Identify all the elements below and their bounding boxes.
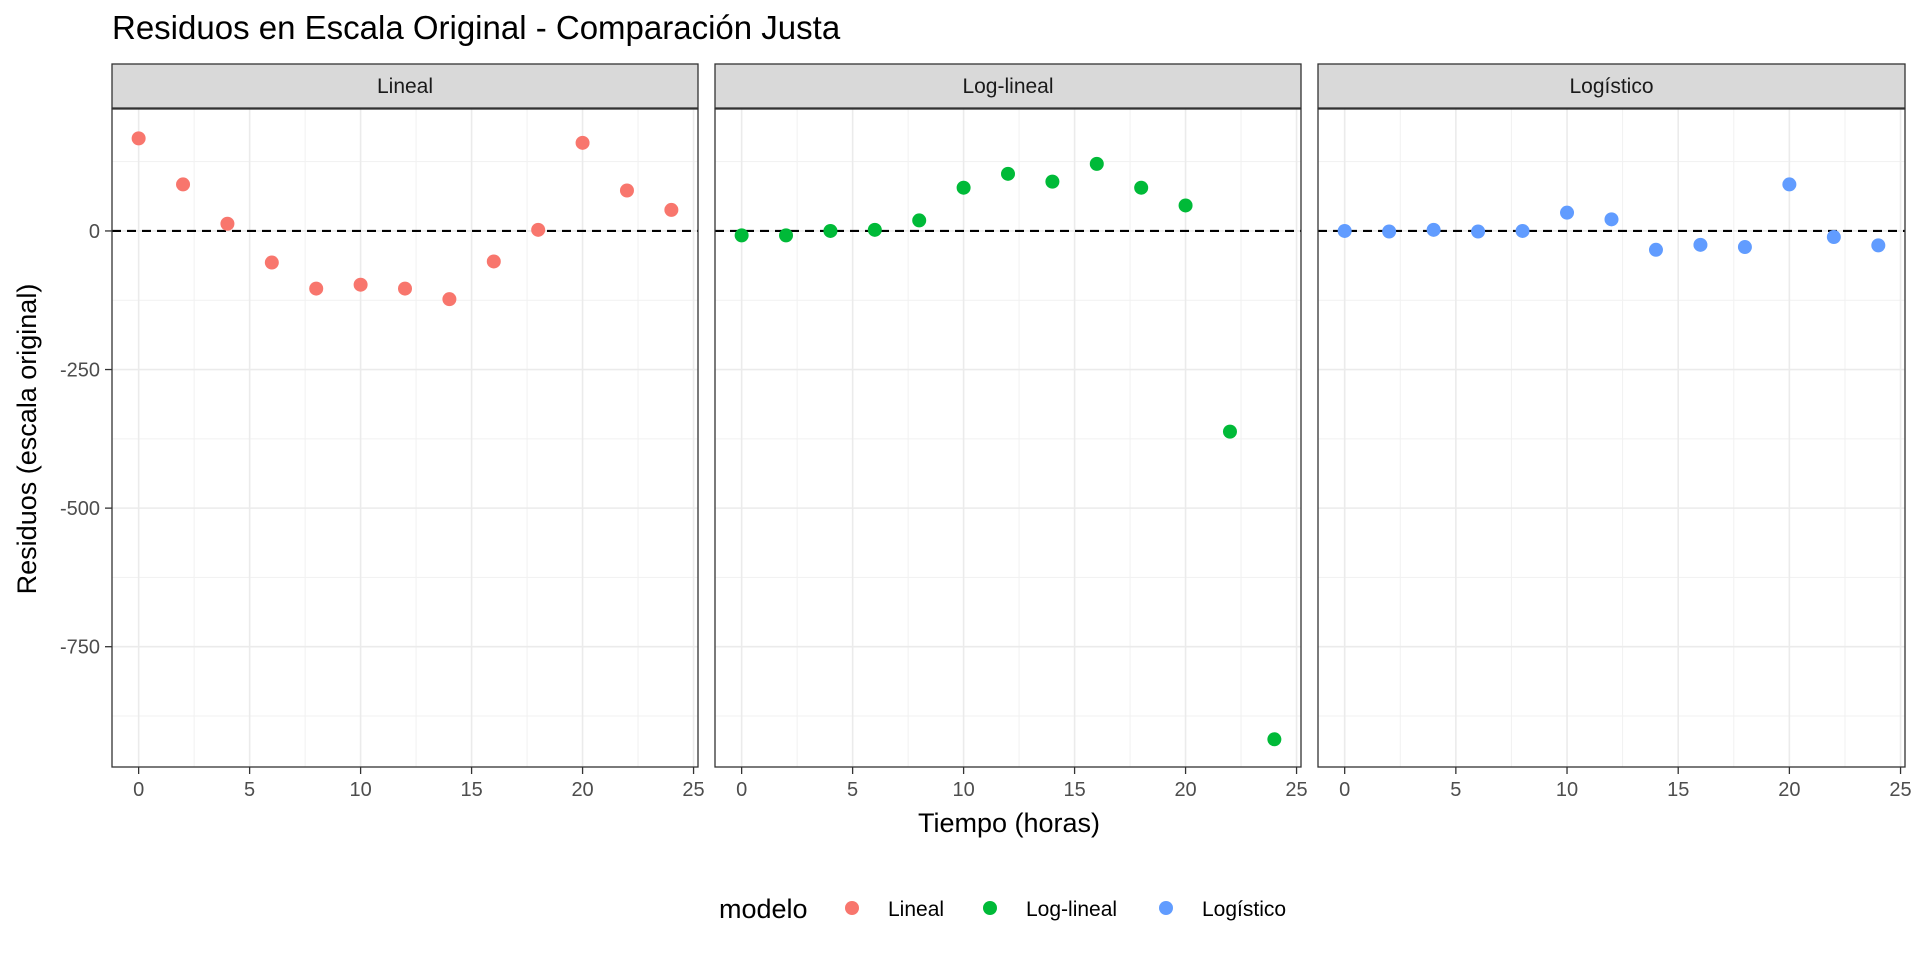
legend-title: modelo bbox=[719, 894, 808, 924]
data-point bbox=[1471, 224, 1486, 239]
x-tick-label: 20 bbox=[1778, 779, 1800, 801]
panel-background bbox=[715, 109, 1301, 767]
data-point bbox=[1045, 174, 1060, 189]
facet-panel: Log-lineal 0 5 10 15 20 25 bbox=[714, 63, 1308, 801]
panel-border bbox=[111, 108, 699, 768]
x-tick-label: 25 bbox=[682, 779, 704, 801]
facet-panel: Lineal 0 5 10 15 20 25 bbox=[111, 63, 705, 801]
data-point bbox=[1515, 223, 1530, 238]
x-tick-label: 10 bbox=[349, 779, 371, 801]
data-point bbox=[1089, 156, 1104, 171]
facet-strip bbox=[714, 63, 1302, 109]
y-axis: 0 -250 -500 -750 bbox=[60, 221, 112, 659]
panel-background bbox=[112, 109, 698, 767]
x-tick-label: 5 bbox=[1450, 779, 1461, 801]
y-tick-label: 0 bbox=[89, 221, 100, 243]
legend-label: Log-lineal bbox=[1026, 898, 1117, 921]
data-point bbox=[1782, 177, 1797, 192]
x-tick-label: 0 bbox=[736, 779, 747, 801]
chart-title: Residuos en Escala Original - Comparació… bbox=[112, 9, 841, 46]
x-tick-label: 0 bbox=[133, 779, 144, 801]
data-point bbox=[1871, 238, 1886, 253]
facet-strip bbox=[1317, 63, 1906, 109]
data-point bbox=[264, 255, 279, 270]
x-tick-label: 25 bbox=[1285, 779, 1307, 801]
y-tick-label: -250 bbox=[60, 360, 100, 382]
y-axis-title: Residuos (escala original) bbox=[12, 284, 42, 595]
data-point bbox=[531, 222, 546, 237]
data-point bbox=[1648, 242, 1663, 257]
y-tick-label: -500 bbox=[60, 498, 100, 520]
data-point bbox=[176, 177, 191, 192]
legend-item: Logístico bbox=[1159, 898, 1286, 921]
data-point bbox=[442, 292, 457, 307]
x-tick-label: 25 bbox=[1889, 779, 1911, 801]
data-point bbox=[1693, 237, 1708, 252]
data-point bbox=[486, 254, 501, 269]
data-point bbox=[575, 135, 590, 150]
x-tick-label: 20 bbox=[571, 779, 593, 801]
panel-border bbox=[714, 108, 1302, 768]
data-point bbox=[1604, 212, 1619, 227]
legend-item: Lineal bbox=[845, 898, 944, 921]
data-point bbox=[131, 131, 146, 146]
data-point bbox=[1426, 222, 1441, 237]
legend: modelo Lineal Log-lineal Logístico bbox=[719, 894, 1286, 924]
data-point bbox=[867, 222, 882, 237]
data-point bbox=[1337, 223, 1352, 238]
legend-key bbox=[1159, 901, 1173, 915]
legend-label: Lineal bbox=[888, 898, 944, 921]
data-point bbox=[1178, 198, 1193, 213]
x-tick-label: 15 bbox=[1063, 779, 1085, 801]
x-tick-label: 15 bbox=[1667, 779, 1689, 801]
x-tick-label: 10 bbox=[952, 779, 974, 801]
panel-border bbox=[1317, 108, 1906, 768]
data-point bbox=[956, 180, 971, 195]
x-tick-label: 0 bbox=[1339, 779, 1350, 801]
data-point bbox=[1382, 224, 1397, 239]
facet-strip bbox=[111, 63, 699, 109]
legend-key bbox=[845, 901, 859, 915]
data-point bbox=[823, 223, 838, 238]
data-point bbox=[1826, 230, 1841, 245]
data-point bbox=[1560, 205, 1575, 220]
x-tick-label: 5 bbox=[244, 779, 255, 801]
data-point bbox=[1134, 180, 1149, 195]
data-point bbox=[734, 228, 749, 243]
data-point bbox=[1001, 166, 1015, 181]
data-point bbox=[220, 216, 235, 231]
facet-strip-label: Log-lineal bbox=[962, 75, 1053, 98]
data-point bbox=[353, 277, 368, 292]
x-tick-label: 10 bbox=[1556, 779, 1578, 801]
data-point bbox=[309, 281, 324, 296]
facet-panel: Logístico 0 5 10 15 20 25 bbox=[1317, 63, 1912, 801]
x-tick-label: 20 bbox=[1174, 779, 1196, 801]
y-tick-label: -750 bbox=[60, 637, 100, 659]
data-point bbox=[912, 213, 927, 228]
legend-key bbox=[983, 901, 997, 915]
facet-strip-label: Lineal bbox=[377, 75, 433, 98]
panel-background bbox=[1318, 109, 1905, 767]
facet-strip-label: Logístico bbox=[1569, 75, 1653, 98]
x-tick-label: 15 bbox=[460, 779, 482, 801]
data-point bbox=[664, 202, 679, 217]
data-point bbox=[779, 228, 794, 243]
data-point bbox=[1737, 240, 1752, 255]
x-tick-label: 5 bbox=[847, 779, 858, 801]
legend-label: Logístico bbox=[1202, 898, 1286, 921]
legend-item: Log-lineal bbox=[983, 898, 1117, 921]
data-point bbox=[619, 183, 634, 198]
x-axis-title: Tiempo (horas) bbox=[918, 808, 1100, 838]
data-point bbox=[1267, 732, 1282, 747]
data-point bbox=[398, 281, 412, 296]
data-point bbox=[1222, 424, 1237, 439]
